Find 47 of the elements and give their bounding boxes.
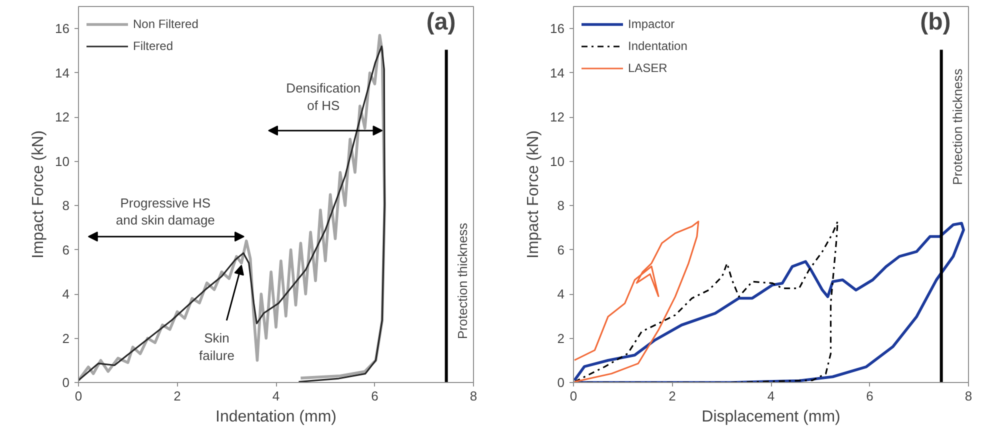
y-tick-label: 6 (557, 242, 565, 258)
y-tick-label: 8 (62, 198, 70, 214)
y-tick-label: 8 (557, 198, 565, 214)
legend-label: LASER (628, 61, 668, 75)
line-series (574, 222, 965, 382)
y-tick-label: 2 (62, 330, 70, 346)
line-series (574, 220, 838, 382)
x-tick-label: 8 (964, 388, 972, 404)
y-tick-label: 6 (62, 242, 70, 258)
y-tick-label: 12 (55, 110, 70, 125)
y-tick-label: 12 (550, 110, 565, 125)
legend-label: Non Filtered (133, 17, 198, 31)
x-tick-label: 2 (668, 388, 676, 404)
legend-label: Impactor (628, 17, 675, 31)
y-tick-label: 2 (557, 330, 565, 346)
annotation: Densification of HS (286, 80, 361, 113)
ref-line-label: Protection thickness (950, 68, 965, 185)
x-tick-label: 0 (570, 388, 578, 404)
y-tick-label: 0 (62, 375, 70, 390)
x-axis-title: Indentation (mm) (216, 408, 336, 426)
x-tick-label: 8 (470, 388, 478, 404)
y-tick-label: 10 (550, 154, 565, 169)
x-tick-label: 0 (74, 388, 82, 404)
y-tick-label: 14 (55, 65, 70, 80)
x-tick-label: 6 (371, 388, 378, 404)
line-series (574, 220, 700, 382)
legend-label: Indentation (628, 39, 688, 53)
annotation: Progressive HS and skin damage (116, 195, 215, 228)
y-tick-label: 0 (557, 375, 565, 390)
y-tick-label: 4 (62, 286, 70, 302)
y-tick-label: 4 (557, 286, 565, 302)
x-tick-label: 4 (767, 388, 775, 404)
y-axis-title: Impact Force (kN) (30, 130, 48, 259)
x-tick-label: 6 (866, 388, 874, 404)
y-tick-label: 16 (550, 21, 565, 36)
x-tick-label: 4 (272, 388, 280, 404)
y-tick-label: 10 (55, 154, 70, 169)
ref-line-label: Protection thickness (454, 222, 470, 340)
y-axis-title: Impact Force (kN) (525, 130, 542, 259)
legend-label: Filtered (133, 39, 174, 53)
x-tick-label: 2 (174, 388, 181, 404)
chart-title: (b) (920, 8, 951, 36)
x-axis-title: Displacement (mm) (702, 408, 840, 426)
y-tick-label: 14 (550, 65, 565, 80)
annotation: Skin failure (199, 330, 234, 363)
chart-title: (a) (426, 8, 456, 36)
y-tick-label: 16 (55, 21, 70, 36)
